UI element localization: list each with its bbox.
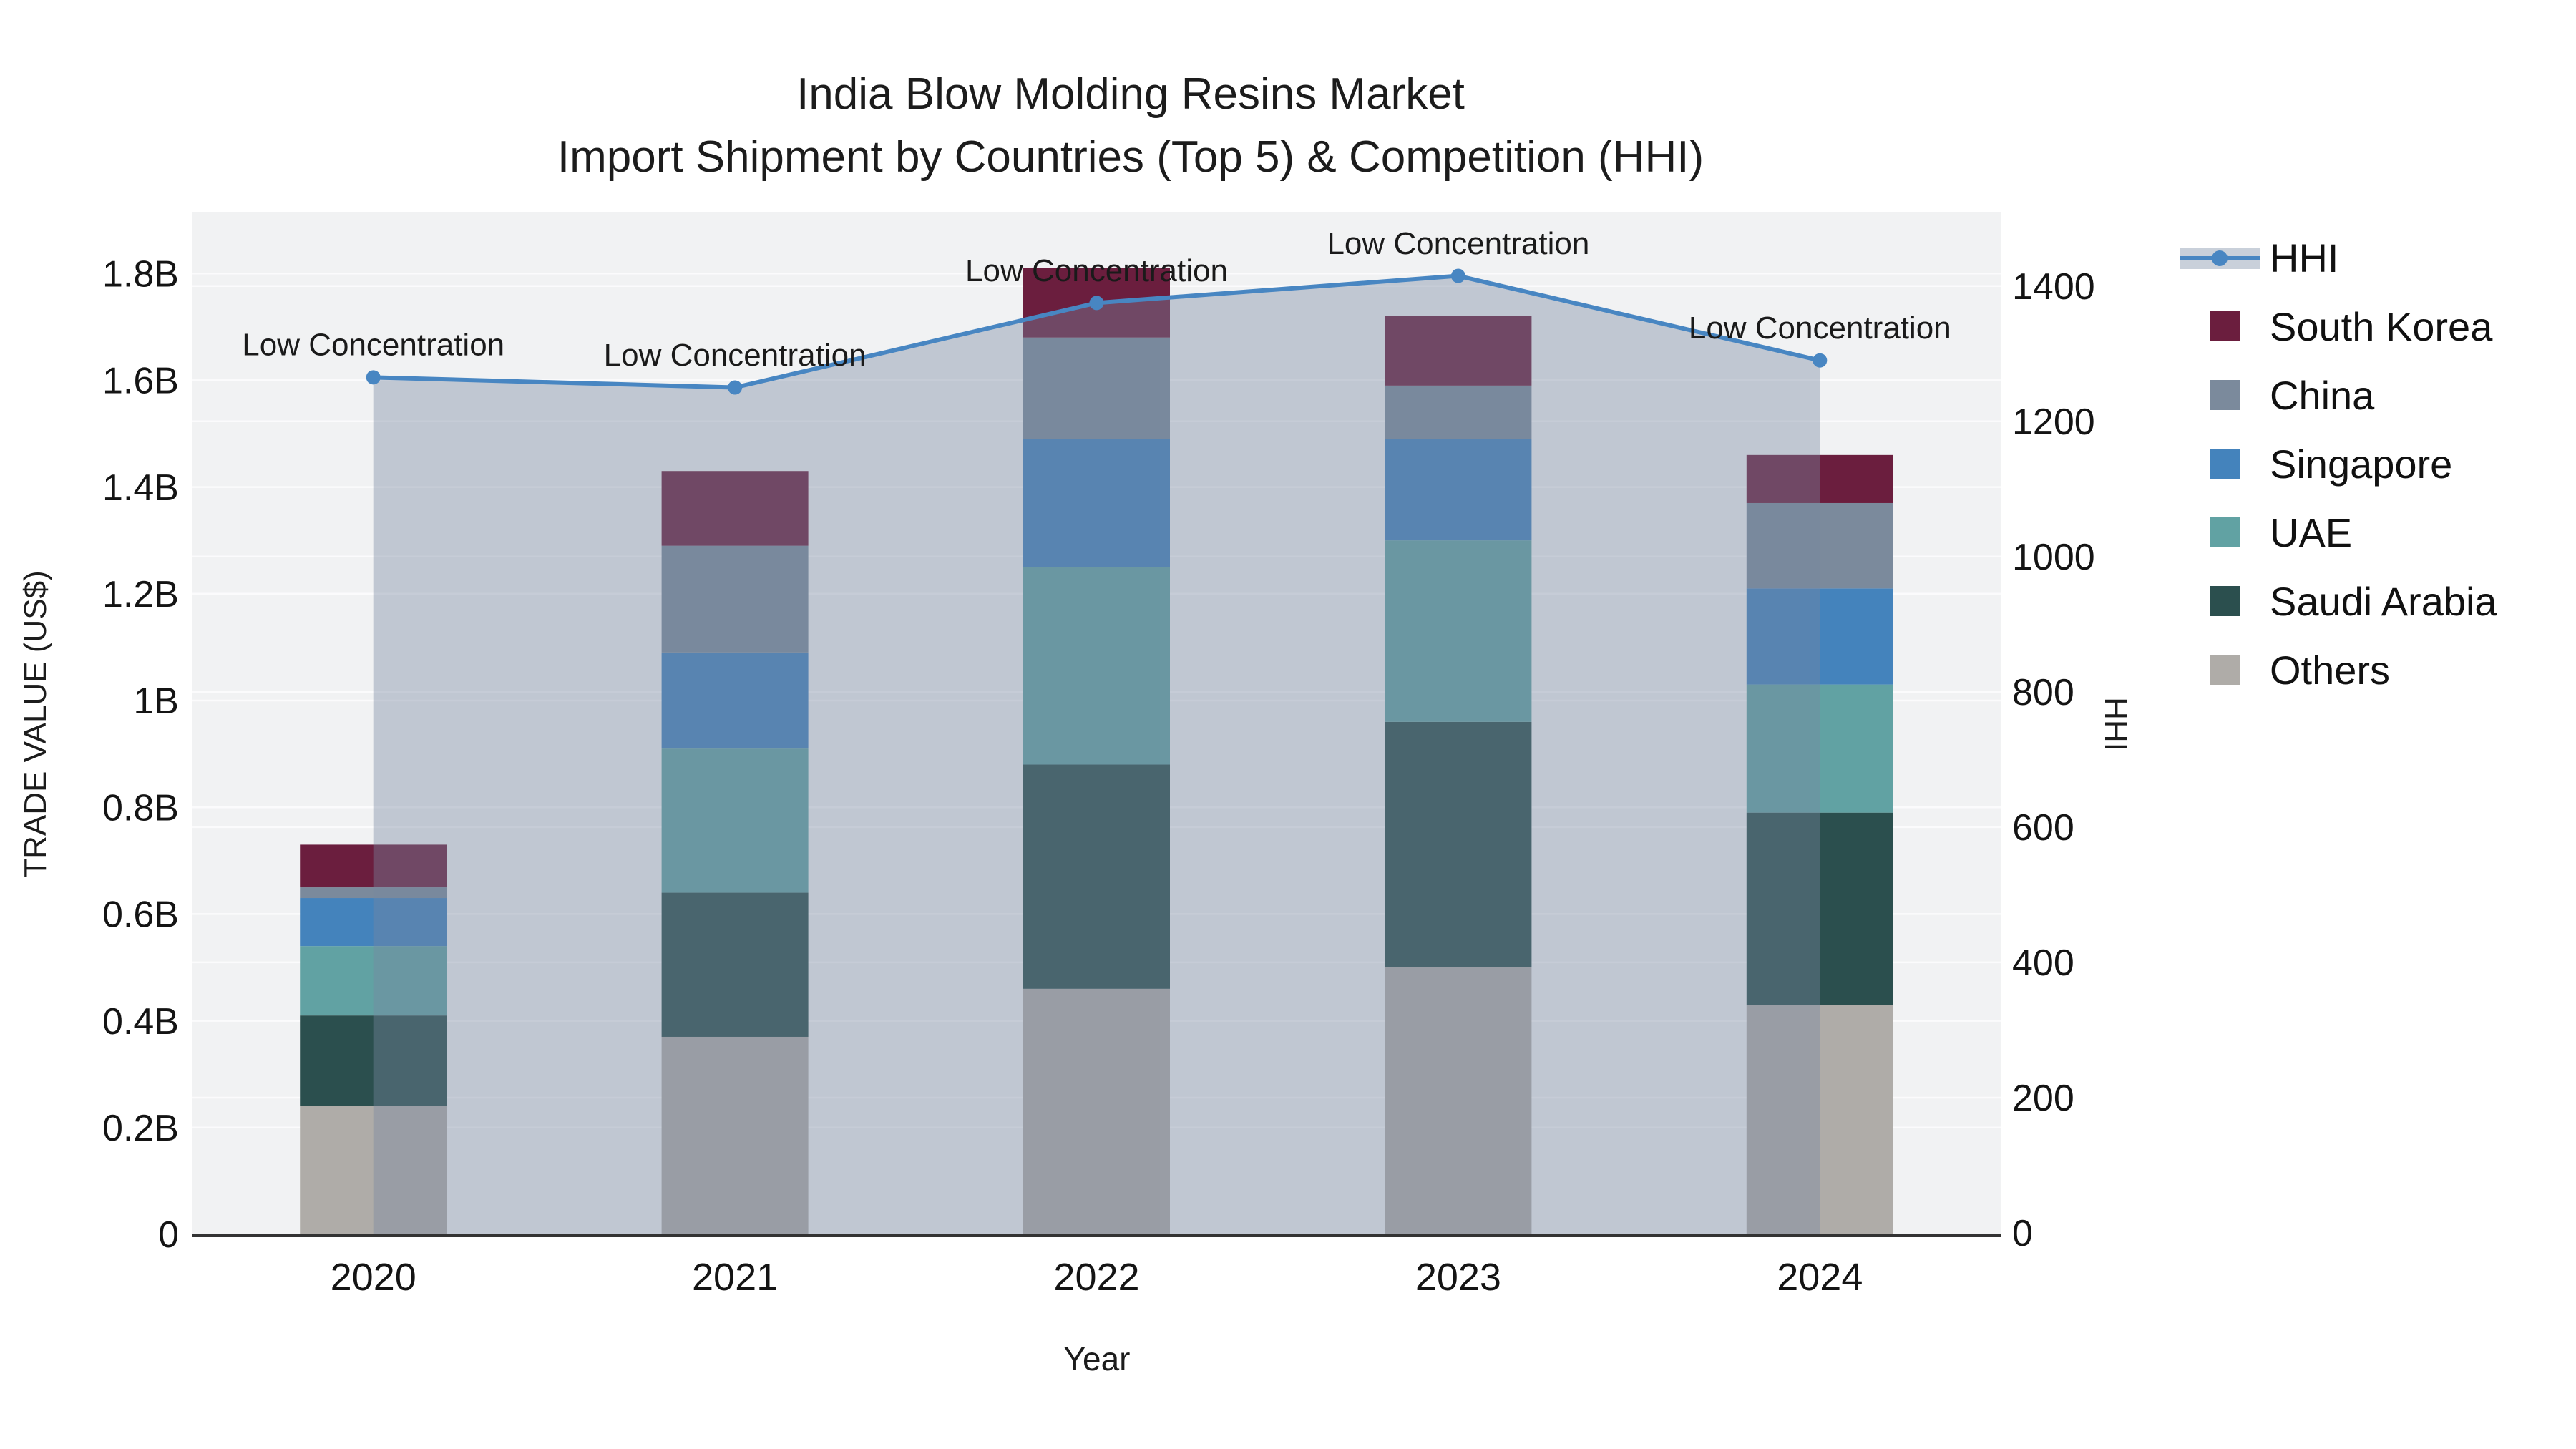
hhi-line-icon	[2180, 242, 2260, 273]
x-tick-label-2020: 2020	[331, 1256, 416, 1299]
uae-swatch	[2210, 517, 2240, 547]
y2-tick-label: 600	[2012, 807, 2074, 849]
bar-segment-others-2023	[1385, 967, 1532, 1234]
swatch-icon	[2180, 585, 2260, 617]
bar-segment-others-2022	[1023, 988, 1170, 1234]
bar-segment-saudi-arabia-2021	[661, 892, 809, 1037]
legend-label: China	[2270, 372, 2375, 418]
bar-segment-south-korea-2023	[1385, 316, 1532, 386]
south-korea-swatch	[2210, 311, 2240, 341]
china-swatch	[2210, 380, 2240, 410]
bar-segment-uae-2022	[1023, 567, 1170, 765]
legend-label: Others	[2270, 647, 2391, 693]
y2-tick-label: 0	[2012, 1213, 2033, 1254]
annotation-2020: Low Concentration	[242, 328, 504, 363]
bar-segment-china-2021	[661, 545, 809, 653]
hhi-marker-2024	[1813, 353, 1828, 368]
bar-segment-china-2023	[1385, 385, 1532, 439]
legend-item-saudi-arabia[interactable]: Saudi Arabia	[2180, 567, 2497, 635]
hhi-marker-2023	[1450, 268, 1465, 283]
y2-tick-label: 1200	[2012, 401, 2095, 443]
singapore-swatch	[2210, 449, 2240, 479]
y-tick-label: 0	[158, 1214, 179, 1256]
y-tick-label: 0.4B	[102, 1001, 179, 1043]
bar-segment-singapore-2024	[1746, 588, 1893, 685]
y-tick-label: 1.6B	[102, 361, 179, 402]
hhi-marker-sample	[2212, 250, 2228, 266]
bar-segment-saudi-arabia-2023	[1385, 721, 1532, 967]
legend-item-others[interactable]: Others	[2180, 635, 2497, 704]
bar-segment-uae-2020	[300, 946, 447, 1016]
bar-segment-others-2020	[300, 1106, 447, 1234]
bar-segment-singapore-2020	[300, 898, 447, 947]
y-tick-label: 1.8B	[102, 253, 179, 295]
bar-segment-singapore-2023	[1385, 439, 1532, 541]
y-tick-label: 1B	[133, 680, 179, 722]
legend-label: South Korea	[2270, 303, 2493, 349]
y2-tick-label: 400	[2012, 942, 2074, 984]
swatch-icon	[2180, 654, 2260, 686]
bar-segment-south-korea-2020	[300, 844, 447, 888]
swatch-icon	[2180, 311, 2260, 342]
legend-label: Saudi Arabia	[2270, 578, 2497, 624]
y-tick-label: 1.4B	[102, 467, 179, 509]
legend-item-hhi[interactable]: HHI	[2180, 223, 2497, 292]
bar-segment-others-2024	[1746, 1005, 1893, 1234]
legend-label: HHI	[2270, 235, 2339, 280]
legend: HHI South Korea China Singapore UAE Saud…	[2180, 223, 2497, 704]
legend-item-uae[interactable]: UAE	[2180, 498, 2497, 567]
hhi-marker-2021	[728, 380, 743, 395]
bar-segment-south-korea-2021	[661, 471, 809, 546]
saudi-arabia-swatch	[2210, 586, 2240, 616]
x-tick-label-2024: 2024	[1777, 1256, 1863, 1299]
hhi-marker-2020	[366, 370, 381, 385]
annotation-2023: Low Concentration	[1327, 226, 1589, 261]
y2-tick-label: 200	[2012, 1078, 2074, 1119]
bar-segment-south-korea-2024	[1746, 454, 1893, 503]
bar-segment-china-2024	[1746, 502, 1893, 589]
legend-label: UAE	[2270, 509, 2353, 555]
bar-segment-uae-2024	[1746, 684, 1893, 813]
bar-segment-uae-2023	[1385, 540, 1532, 722]
others-swatch	[2210, 655, 2240, 685]
bar-segment-china-2020	[300, 887, 447, 899]
bar-segment-singapore-2021	[661, 652, 809, 749]
y-tick-label: 0.2B	[102, 1108, 179, 1149]
y2-tick-label: 800	[2012, 672, 2074, 713]
y-tick-label: 0.6B	[102, 894, 179, 936]
swatch-icon	[2180, 517, 2260, 548]
bar-segment-uae-2021	[661, 748, 809, 893]
bar-segment-others-2021	[661, 1036, 809, 1234]
x-tick-label-2022: 2022	[1053, 1256, 1139, 1299]
legend-item-singapore[interactable]: Singapore	[2180, 429, 2497, 498]
bar-segment-china-2022	[1023, 337, 1170, 439]
y2-tick-label: 1400	[2012, 266, 2095, 308]
bar-segment-saudi-arabia-2022	[1023, 764, 1170, 989]
y-tick-label: 0.8B	[102, 787, 179, 829]
legend-item-china[interactable]: China	[2180, 361, 2497, 429]
legend-item-south-korea[interactable]: South Korea	[2180, 292, 2497, 361]
hhi-marker-2022	[1089, 296, 1104, 311]
x-tick-label-2021: 2021	[692, 1256, 778, 1299]
y2-tick-label: 1000	[2012, 537, 2095, 578]
annotation-2021: Low Concentration	[604, 338, 867, 373]
bar-segment-saudi-arabia-2020	[300, 1015, 447, 1106]
bar-segment-saudi-arabia-2024	[1746, 812, 1893, 1005]
annotation-2022: Low Concentration	[965, 253, 1228, 288]
legend-label: Singapore	[2270, 441, 2453, 487]
swatch-icon	[2180, 448, 2260, 479]
x-axis-title: Year	[1063, 1340, 1131, 1377]
y-tick-label: 1.2B	[102, 574, 179, 615]
chart-title-line1: India Blow Molding Resins Market	[796, 69, 1465, 119]
bar-segment-singapore-2022	[1023, 439, 1170, 567]
chart-title-line2: Import Shipment by Countries (Top 5) & C…	[557, 132, 1704, 182]
x-tick-label-2023: 2023	[1415, 1256, 1501, 1299]
hhi-area-fill	[373, 275, 1820, 1235]
annotation-2024: Low Concentration	[1689, 311, 1951, 346]
swatch-icon	[2180, 379, 2260, 411]
